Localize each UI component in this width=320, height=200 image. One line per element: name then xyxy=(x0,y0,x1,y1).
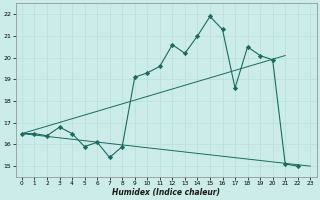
X-axis label: Humidex (Indice chaleur): Humidex (Indice chaleur) xyxy=(112,188,220,197)
